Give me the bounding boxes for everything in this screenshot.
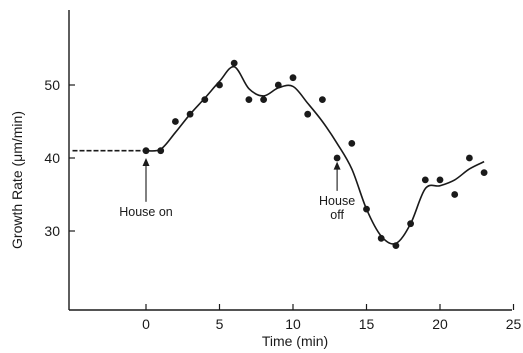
data-point-15 (363, 205, 370, 213)
data-point-11 (304, 110, 312, 118)
trend-line (145, 65, 485, 245)
data-point-5 (216, 81, 223, 89)
data-point-2 (172, 118, 179, 125)
x-tick-label-0: 0 (142, 316, 150, 332)
x-axis-label: Time (min) (262, 333, 328, 349)
data-point-19 (421, 176, 429, 184)
annotation-arrowhead-1 (333, 161, 341, 170)
y-axis-label: Growth Rate (μm/min) (9, 111, 25, 249)
axis-ticks: 0 5 10 15 20 25 30 40 50 (44, 77, 521, 332)
annotation-label-0-0: House on (119, 205, 173, 219)
data-point-21 (451, 191, 459, 198)
annotation-arrowhead-0 (142, 158, 150, 166)
x-tick-label-5: 25 (506, 316, 522, 332)
data-point-4 (201, 96, 209, 103)
data-point-9 (274, 81, 282, 89)
data-point-23 (480, 169, 488, 177)
data-point-16 (377, 234, 385, 242)
x-tick-label-3: 15 (359, 316, 375, 332)
data-point-6 (230, 59, 238, 67)
y-tick-label-0: 30 (44, 223, 60, 239)
data-point-13 (333, 154, 341, 162)
data-point-17 (392, 242, 400, 250)
data-point-0 (142, 147, 150, 155)
x-tick-label-1: 5 (216, 316, 224, 332)
annotation-label-1-0: House (319, 194, 355, 208)
data-point-12 (319, 96, 326, 103)
annotation-label-1-1: off (330, 208, 344, 222)
data-point-8 (260, 96, 267, 103)
data-point-1 (157, 147, 165, 155)
data-points (142, 59, 488, 250)
data-point-18 (407, 220, 414, 228)
data-point-20 (436, 176, 444, 184)
x-tick-label-2: 10 (285, 316, 301, 332)
data-point-3 (186, 110, 194, 118)
data-point-10 (289, 74, 297, 82)
data-point-22 (466, 154, 473, 162)
x-tick-label-4: 20 (432, 316, 448, 332)
data-point-7 (245, 96, 253, 103)
y-tick-label-1: 40 (44, 150, 60, 166)
data-point-14 (348, 140, 356, 147)
y-tick-label-2: 50 (44, 77, 60, 93)
